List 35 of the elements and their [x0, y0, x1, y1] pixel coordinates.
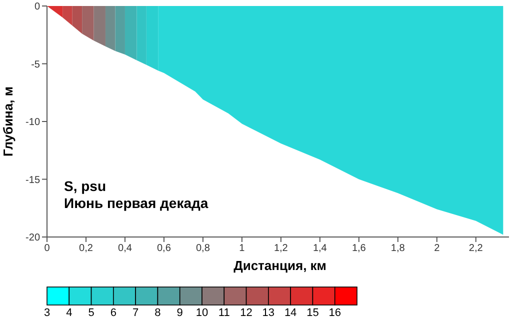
x-tick-label: 1,8 [390, 243, 406, 254]
color-bar-label: 15 [306, 307, 319, 319]
color-bar-label: 4 [66, 307, 72, 319]
y-tick-label: -15 [26, 174, 40, 186]
x-tick-label: 0,6 [157, 243, 172, 254]
color-bar-label: 5 [88, 307, 94, 319]
x-axis-title: Дистанция, км [232, 258, 328, 273]
color-bar-label: 16 [328, 307, 341, 319]
x-tick-label: 0,2 [79, 243, 94, 254]
x-tick-label: 1,4 [312, 243, 328, 254]
y-tick-label: 0 [34, 2, 40, 13]
color-bar-label: 3 [44, 307, 50, 319]
color-bar-label: 7 [132, 307, 139, 319]
y-tick-label: -10 [26, 117, 40, 128]
color-bar-label: 6 [110, 307, 116, 319]
color-bar-label: 13 [262, 307, 275, 319]
annotation: Июнь первая декада [64, 195, 208, 212]
color-bar-label: 14 [284, 307, 297, 319]
x-tick-label: 2,2 [468, 243, 484, 254]
y-tick-label: -5 [31, 59, 40, 70]
x-tick-label: 0,8 [196, 243, 210, 254]
x-tick-label: 2 [434, 243, 440, 254]
color-bar-label: 11 [218, 307, 230, 319]
x-tick-label: 0 [44, 243, 50, 254]
color-bar-label: 10 [196, 307, 208, 319]
color-bar-label: 12 [240, 307, 252, 319]
x-tick-label: 0,4 [118, 243, 132, 254]
color-bar-label: 9 [176, 307, 183, 319]
x-tick-label: 1,2 [274, 243, 288, 254]
y-tick-label: -20 [26, 232, 40, 244]
x-tick-label: 1 [239, 243, 246, 254]
color-bar-label: 8 [154, 307, 161, 319]
x-tick-label: 1,6 [352, 243, 366, 254]
annotation: S, psu [64, 178, 108, 195]
y-axis-title: Глубина, м [0, 86, 16, 158]
